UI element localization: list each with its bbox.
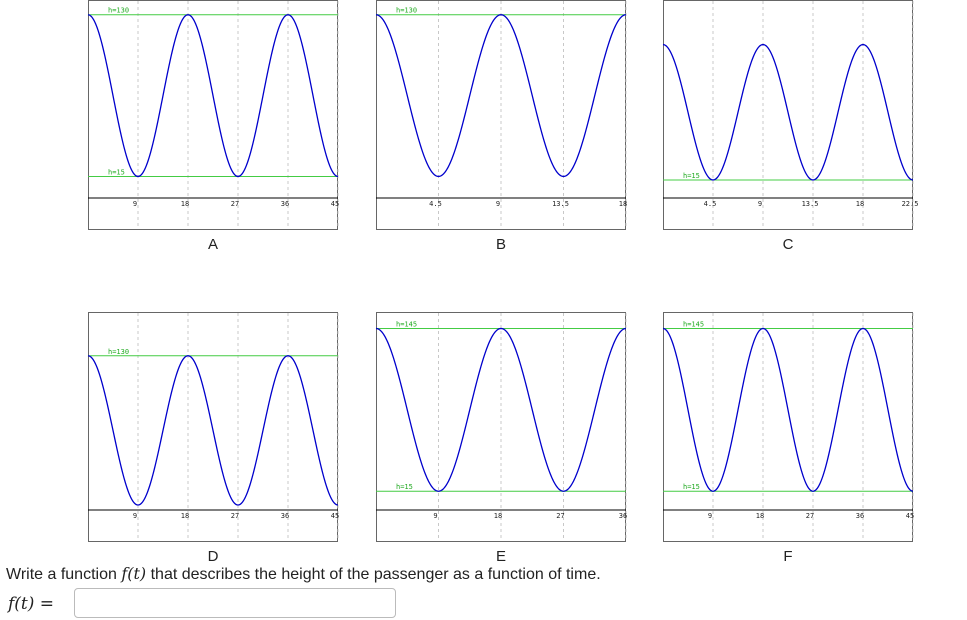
reference-label: h=15 xyxy=(683,172,700,180)
question-before: Write a function xyxy=(6,566,122,583)
question-function: f(t) xyxy=(121,564,147,583)
graph-f-plot: 9 18 27 36 45 h=145 h=15 xyxy=(662,312,914,542)
graph-panel-d[interactable]: 9 18 27 36 45 h=130 D xyxy=(87,312,339,565)
x-tick-label: 36 xyxy=(619,512,627,520)
x-tick-label: 18 xyxy=(619,200,627,208)
x-tick-label: 9 xyxy=(496,200,500,208)
x-tick-label: 45 xyxy=(331,512,339,520)
graph-b-label: B xyxy=(495,236,506,253)
question-after: that describes the height of the passeng… xyxy=(146,566,601,583)
x-tick-label: 36 xyxy=(856,512,864,520)
x-tick-label: 27 xyxy=(556,512,564,520)
x-tick-label: 13.5 xyxy=(552,200,569,208)
graph-frame xyxy=(663,312,913,542)
sinusoid-curve xyxy=(87,14,339,178)
x-tick-label: 9 xyxy=(433,512,437,520)
x-tick-label: 22.5 xyxy=(902,200,919,208)
graph-panel-e[interactable]: 9 18 27 36 h=145 h=15 E xyxy=(375,312,627,565)
sinusoid-curve xyxy=(662,43,914,181)
reference-label: h=15 xyxy=(396,483,413,491)
sinusoid-curve xyxy=(375,327,627,492)
x-tick-label: 18 xyxy=(181,512,189,520)
graph-frame xyxy=(88,312,338,542)
graph-panel-b[interactable]: 4.5 9 13.5 18 h=130 B xyxy=(375,0,627,253)
sinusoid-curve xyxy=(662,327,914,492)
reference-label: h=145 xyxy=(396,320,417,328)
x-tick-label: 4.5 xyxy=(704,200,717,208)
graph-panel-c[interactable]: 4.5 9 13.5 18 22.5 h=15 C xyxy=(662,0,918,253)
x-tick-label: 18 xyxy=(856,200,864,208)
graph-panel-f[interactable]: 9 18 27 36 45 h=145 h=15 F xyxy=(662,312,914,565)
x-tick-label: 36 xyxy=(281,512,289,520)
x-tick-label: 36 xyxy=(281,200,289,208)
x-tick-label: 9 xyxy=(133,512,137,520)
reference-label: h=15 xyxy=(683,483,700,491)
x-tick-label: 9 xyxy=(708,512,712,520)
x-tick-label: 45 xyxy=(331,200,339,208)
reference-label: h=15 xyxy=(108,168,125,176)
answer-input[interactable] xyxy=(74,588,396,618)
graph-a-label: A xyxy=(207,236,218,253)
question-text: Write a function f(t) that describes the… xyxy=(6,564,601,584)
graph-panel-a[interactable]: 9 18 27 36 45 h=130 h=15 A xyxy=(87,0,339,253)
x-tick-label: 9 xyxy=(758,200,762,208)
graph-e-plot: 9 18 27 36 h=145 h=15 xyxy=(375,312,627,542)
reference-label: h=130 xyxy=(108,7,129,15)
graph-a-plot: 9 18 27 36 45 h=130 h=15 xyxy=(87,0,339,230)
graph-b-plot: 4.5 9 13.5 18 h=130 xyxy=(375,0,627,230)
x-tick-label: 13.5 xyxy=(802,200,819,208)
x-tick-label: 18 xyxy=(181,200,189,208)
graph-f-label: F xyxy=(783,548,793,565)
graph-d-label: D xyxy=(207,548,219,565)
graph-c-plot: 4.5 9 13.5 18 22.5 h=15 xyxy=(662,0,918,230)
x-tick-label: 4.5 xyxy=(429,200,442,208)
reference-label: h=130 xyxy=(108,348,129,356)
x-tick-label: 45 xyxy=(906,512,914,520)
x-tick-label: 18 xyxy=(756,512,764,520)
graph-c-label: C xyxy=(782,236,794,253)
sinusoid-curve xyxy=(87,355,339,506)
sinusoid-curve xyxy=(375,14,627,178)
answer-label: f(t) = xyxy=(8,594,55,614)
graph-d-plot: 9 18 27 36 45 h=130 xyxy=(87,312,339,542)
x-tick-label: 27 xyxy=(806,512,814,520)
graph-e-label: E xyxy=(495,548,506,565)
x-tick-label: 27 xyxy=(231,200,239,208)
x-tick-label: 27 xyxy=(231,512,239,520)
x-tick-label: 9 xyxy=(133,200,137,208)
x-tick-label: 18 xyxy=(494,512,502,520)
reference-label: h=145 xyxy=(683,320,704,328)
graph-frame xyxy=(88,0,338,230)
reference-label: h=130 xyxy=(396,7,417,15)
